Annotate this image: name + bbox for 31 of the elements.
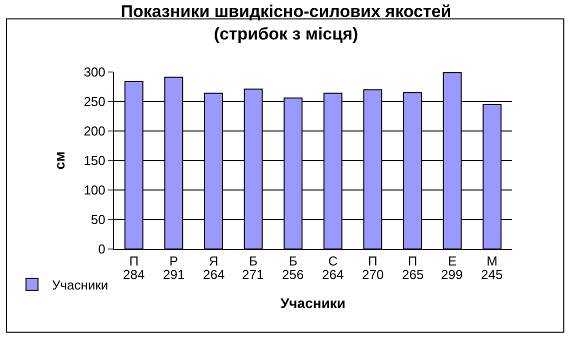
x-tick-label: М: [486, 254, 498, 269]
data-label: 265: [402, 267, 424, 282]
x-tick-label: Б: [249, 254, 258, 269]
x-axis-title: Учасники: [280, 294, 346, 311]
x-tick-label: Б: [288, 254, 298, 269]
x-tick-label: П: [129, 254, 139, 269]
y-tick-label: 300: [84, 64, 106, 80]
y-tick-label: 150: [84, 153, 106, 168]
chart-title: Показники швидкісно-силових якостей (стрибок з місця): [120, 2, 452, 44]
data-label: 270: [362, 267, 384, 282]
data-label: 256: [282, 267, 304, 282]
data-label: 264: [203, 267, 225, 282]
y-tick-label: 200: [84, 124, 106, 139]
x-tick-label: С: [328, 254, 338, 269]
y-axis-title: см: [51, 151, 68, 170]
data-label: 284: [123, 267, 145, 282]
data-label: 291: [163, 267, 185, 282]
data-label: 245: [481, 267, 503, 282]
y-tick-label: 250: [84, 94, 106, 110]
x-tick-label: Е: [448, 254, 457, 269]
x-tick-label: Я: [208, 254, 218, 269]
y-tick-label: 100: [84, 182, 106, 198]
x-tick-label: П: [408, 254, 418, 269]
x-tick-label: П: [368, 254, 378, 269]
legend-label: Учасники: [52, 277, 108, 292]
y-tick-label: 50: [90, 212, 106, 228]
x-tick-label: Р: [169, 254, 178, 269]
y-tick-label: 0: [98, 242, 106, 257]
data-label: 299: [441, 267, 463, 282]
data-label: 271: [242, 267, 264, 282]
data-label: 264: [322, 267, 344, 282]
